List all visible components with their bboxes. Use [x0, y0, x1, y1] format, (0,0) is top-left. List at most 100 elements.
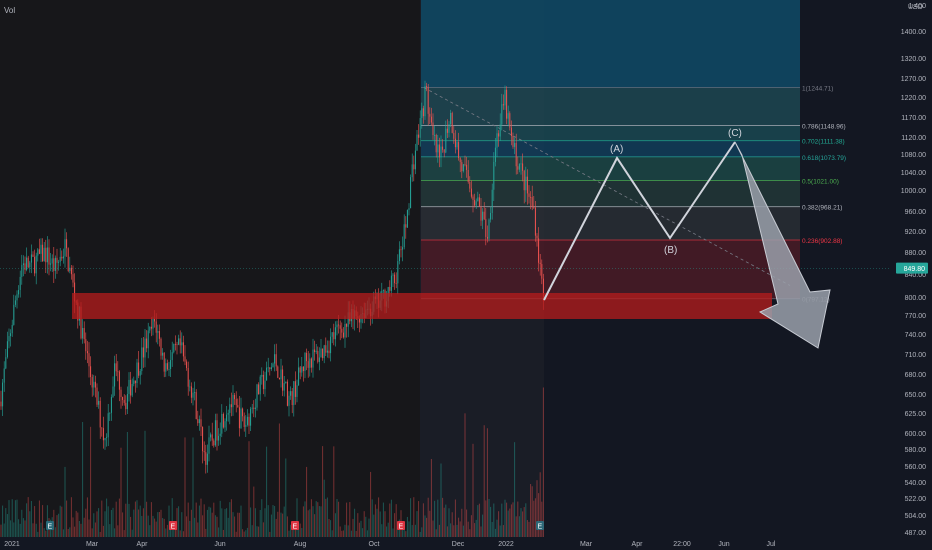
volume-bar [141, 515, 143, 540]
candle-body [496, 133, 498, 148]
volume-bar [402, 524, 404, 540]
volume-bar [82, 422, 84, 540]
candle-body [344, 323, 346, 338]
volume-bar [259, 509, 261, 540]
candle-body [288, 395, 290, 406]
candle-body [488, 219, 490, 239]
candle-body [189, 386, 191, 388]
candle-body [397, 261, 399, 284]
volume-bar [299, 523, 301, 540]
volume-bar [134, 501, 136, 540]
volume-bar [179, 530, 181, 540]
volume-bar [462, 525, 464, 540]
volume-bar [214, 515, 216, 540]
candle-body [117, 371, 119, 373]
fibonacci-retracement[interactable]: 1(1244.71) 0.786(1148.96) 0.702(1111.38) 0.… [421, 0, 846, 304]
volume-bar [290, 524, 292, 540]
candle-body [106, 437, 108, 439]
volume-bar [446, 526, 448, 540]
elliott-wave-projection[interactable]: (A) (B) (C) [543, 128, 831, 349]
volume-bar [378, 497, 380, 540]
volume-bar [458, 517, 460, 540]
volume-bar [352, 518, 354, 540]
volume-bar [122, 512, 124, 540]
volume-bar [16, 499, 18, 540]
candle-body [16, 294, 18, 301]
volume-bar [507, 510, 509, 540]
volume-bar [354, 508, 356, 540]
volume-bar [144, 430, 146, 540]
volume-bar [3, 523, 5, 540]
fib-label-0.786: 0.786(1148.96) [802, 123, 846, 130]
candle-body [494, 147, 496, 162]
candle-body [304, 352, 306, 371]
volume-bars [0, 387, 544, 540]
candle-body [264, 380, 266, 390]
candle-body [163, 352, 165, 372]
volume-bar [149, 525, 151, 540]
candle-body [226, 414, 228, 422]
volume-bar [230, 499, 232, 540]
volume-bar [456, 524, 458, 540]
volume-bar [242, 529, 244, 540]
volume-bar [414, 524, 416, 540]
candle-body [325, 345, 327, 353]
volume-bar [381, 524, 383, 540]
candle-body [331, 332, 333, 337]
support-zone[interactable] [0, 268, 890, 319]
volume-bar [13, 522, 15, 540]
volume-bar [221, 508, 223, 540]
volume-bar [331, 530, 333, 540]
candle-body [107, 413, 109, 438]
candle-body [45, 247, 47, 263]
volume-bar [464, 413, 466, 540]
volume-bar [190, 509, 192, 540]
candle-body [114, 363, 116, 387]
candle-body [138, 362, 140, 376]
volume-bar [283, 506, 285, 540]
candle-body [70, 267, 72, 275]
volume-bar [262, 522, 264, 540]
candle-body [245, 424, 247, 427]
volume-bar [29, 511, 31, 540]
volume-bar [130, 516, 132, 540]
volume-bar [357, 513, 359, 540]
candle-body [301, 366, 303, 373]
candle-body [51, 258, 53, 264]
candle-body [426, 86, 428, 88]
volume-bar [512, 502, 514, 540]
candle-body [280, 369, 282, 380]
volume-bar [258, 526, 260, 540]
volume-bar [451, 512, 453, 540]
candle-body [232, 395, 234, 408]
volume-bar [490, 506, 492, 540]
candle-body [19, 276, 21, 290]
candle-body [216, 420, 218, 441]
volume-bar [62, 529, 64, 540]
candle-body [456, 142, 458, 148]
candle-body [256, 384, 258, 408]
volume-bar [472, 443, 474, 540]
candle-body [131, 383, 133, 396]
volume-bar [104, 511, 106, 540]
candle-body [464, 164, 466, 166]
candle-body [253, 407, 255, 409]
time-axis[interactable]: 2021 Mar Apr Jun Aug Oct Dec 2022 Mar Apr 22:00 Jun… [0, 537, 932, 550]
volume-bar [318, 506, 320, 540]
candle-body [510, 127, 512, 137]
candle-body [115, 363, 117, 372]
price-axis[interactable]: 1400.00 1320.00 1270.00 1220.00 1170.00 1120.… [890, 0, 932, 550]
candle-body [40, 244, 42, 254]
volume-bar [306, 466, 308, 540]
candle-body [392, 274, 394, 276]
fib-band-1 [421, 125, 800, 141]
volume-bar [253, 486, 255, 540]
candle-body [294, 381, 296, 397]
volume-bar [240, 505, 242, 540]
volume-bar [330, 520, 332, 540]
volume-bar [40, 522, 42, 540]
volume-bar [541, 501, 543, 540]
volume-bar [285, 458, 287, 540]
candle-body [312, 349, 314, 368]
